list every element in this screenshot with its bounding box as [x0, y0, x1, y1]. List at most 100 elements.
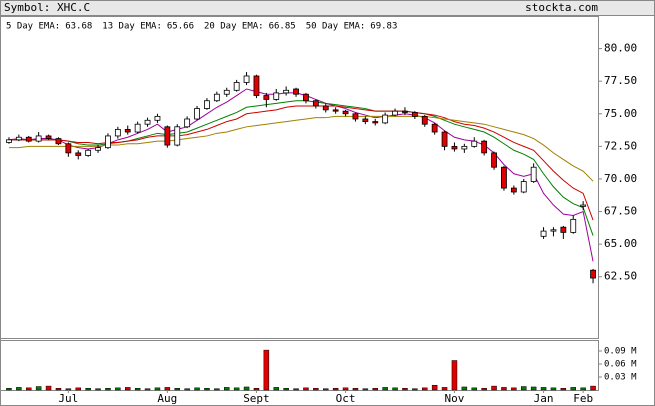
volume-bar	[85, 388, 91, 391]
volume-bar	[164, 387, 171, 391]
candle-body	[520, 181, 527, 193]
volume-bar	[521, 386, 527, 391]
volume-bar	[491, 385, 497, 391]
candle-body	[303, 93, 309, 102]
volume-bar	[550, 387, 557, 391]
candle-body	[352, 113, 359, 120]
symbol: Symbol: XHC.C	[4, 1, 90, 14]
candle-body	[411, 112, 418, 117]
y-tick-label: 70.00	[604, 172, 637, 185]
volume-bar	[204, 388, 210, 391]
candle-body	[451, 145, 458, 150]
candle-body	[194, 108, 200, 120]
y-tick-label: 77.50	[604, 74, 637, 87]
candle-body	[441, 131, 448, 147]
volume-bar	[95, 388, 101, 391]
candle-body	[332, 109, 339, 112]
volume-bar	[293, 388, 299, 391]
y-tick-label: 62.50	[604, 270, 637, 283]
x-tick-label: Nov	[445, 392, 465, 405]
volume-bar	[55, 388, 62, 391]
candle-body	[55, 138, 62, 145]
y-tick-label: 65.00	[604, 237, 637, 250]
candle-body	[362, 118, 369, 122]
candle-body	[253, 75, 260, 96]
volume-bar	[184, 388, 190, 391]
candle-body	[312, 100, 319, 107]
volume-panel	[0, 340, 599, 391]
volume-bar	[471, 387, 477, 391]
candle-body	[65, 143, 72, 154]
x-tick-label: Jan	[534, 392, 554, 405]
volume-bar	[16, 387, 22, 391]
candle-body	[105, 135, 111, 149]
price-panel	[0, 16, 599, 339]
candle-body	[570, 218, 577, 233]
candle-body	[114, 129, 121, 137]
volume-bar	[154, 387, 161, 391]
legend-label: 13 Day EMA:	[102, 22, 162, 32]
legend-label: 5 Day EMA:	[6, 22, 60, 32]
volume-bar	[45, 385, 52, 391]
legend-value: 65.66	[167, 22, 194, 32]
volume-bar	[530, 386, 537, 391]
candle-body	[580, 204, 587, 207]
volume-bar	[382, 387, 388, 391]
volume-bar	[273, 387, 279, 391]
volume-bar	[243, 386, 250, 391]
volume-bar	[422, 387, 428, 391]
volume-bar	[540, 387, 547, 391]
volume-bar	[461, 386, 468, 391]
x-tick-label: Jul	[58, 392, 78, 405]
volume-bar	[6, 388, 12, 391]
candle-body	[15, 136, 22, 141]
candle-body	[283, 89, 290, 94]
volume-bar	[412, 388, 418, 391]
y-tick-label: 80.00	[604, 42, 637, 55]
volume-bar	[451, 360, 458, 391]
candle-body	[461, 145, 468, 150]
candle-body	[322, 105, 329, 111]
candle-body	[510, 187, 517, 193]
candle-body	[25, 136, 32, 142]
candle-body	[590, 269, 596, 279]
volume-bar	[332, 388, 339, 391]
candle-body	[75, 152, 82, 156]
volume-bar	[253, 388, 260, 391]
volume-bar	[402, 388, 408, 391]
candle-body	[421, 115, 428, 125]
candle-body	[184, 118, 191, 128]
y-tick-label: 72.50	[604, 139, 637, 152]
x-tick-label: Aug	[157, 392, 177, 405]
volume-bar	[362, 388, 369, 391]
volume-bar	[115, 387, 121, 391]
candle-body	[402, 110, 408, 113]
legend-value: 63.68	[65, 22, 92, 32]
volume-bar	[431, 384, 438, 391]
candle-body	[154, 115, 161, 121]
volume-bar	[342, 387, 349, 391]
candle-body	[35, 135, 42, 142]
y-tick-label: 0.06 M	[604, 359, 637, 369]
legend-label: 50 Day EMA:	[306, 22, 366, 32]
x-tick-label: Oct	[336, 392, 356, 405]
candle-body	[134, 123, 141, 133]
candle-body	[342, 110, 349, 115]
candle-body	[501, 166, 507, 189]
y-tick-label: 0.09 M	[604, 346, 637, 356]
volume-bar	[570, 387, 576, 391]
volume-bar	[303, 387, 309, 391]
volume-bar	[194, 387, 200, 391]
volume-bar	[560, 388, 567, 391]
volume-bar	[263, 349, 270, 391]
candle-body	[124, 129, 131, 133]
volume-bar	[214, 388, 220, 391]
volume-bar	[35, 386, 42, 391]
y-tick-label: 67.50	[604, 205, 637, 218]
volume-bar	[372, 388, 378, 391]
legend-label: 20 Day EMA:	[204, 22, 264, 32]
volume-bar	[481, 388, 487, 391]
volume-bar	[105, 388, 111, 391]
candle-body	[471, 140, 478, 147]
